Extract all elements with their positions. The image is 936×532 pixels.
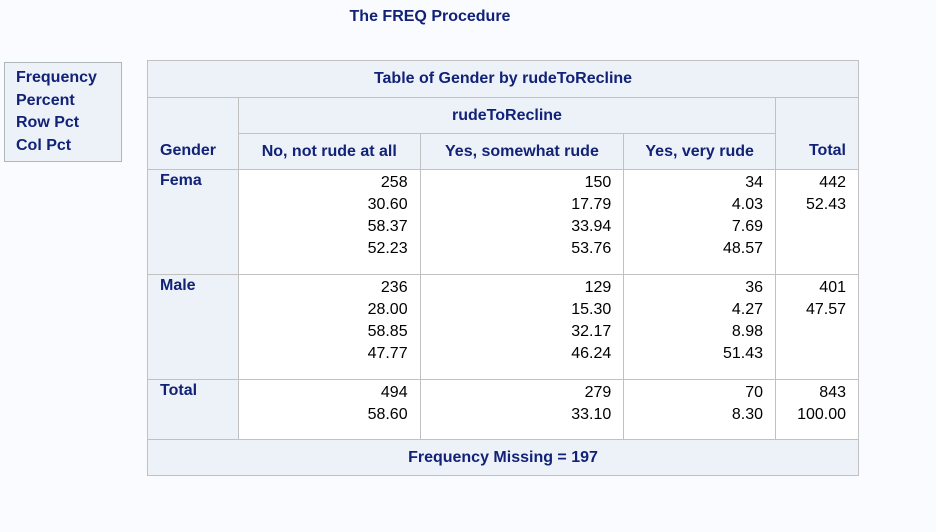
- column-total-cell: 494 58.60: [237, 379, 421, 440]
- percent-value: 58.60: [367, 406, 408, 423]
- data-cell: 129 15.30 32.17 46.24: [419, 274, 625, 380]
- data-cell: 258 30.60 58.37 52.23: [237, 169, 421, 275]
- row-pct-value: 8.98: [731, 323, 764, 340]
- column-header-no-not-rude: No, not rude at all: [237, 133, 421, 170]
- frequency-value: 401: [819, 279, 846, 296]
- col-pct-value: 53.76: [571, 240, 612, 257]
- frequency-value: 70: [745, 384, 764, 401]
- data-cell: 34 4.03 7.69 48.57: [623, 169, 777, 275]
- frequency-value: 34: [745, 174, 764, 191]
- frequency-value: 494: [380, 384, 408, 401]
- percent-value: 100.00: [797, 406, 846, 423]
- col-pct-value: 47.77: [367, 345, 408, 362]
- col-pct-value: 46.24: [571, 345, 612, 362]
- frequency-value: 236: [380, 279, 408, 296]
- row-pct-value: 7.69: [731, 218, 764, 235]
- legend-row-pct: Row Pct: [16, 114, 80, 131]
- column-header-yes-very-rude: Yes, very rude: [623, 133, 777, 170]
- percent-value: 52.43: [805, 196, 846, 213]
- percent-value: 17.79: [571, 196, 612, 213]
- column-header-total: Total: [775, 97, 859, 170]
- row-pct-value: 58.37: [367, 218, 408, 235]
- col-pct-value: 48.57: [722, 240, 764, 257]
- corner-cell: Gender: [147, 97, 239, 170]
- crosstab-table: Table of Gender by rudeToRecline Gender …: [147, 60, 859, 476]
- column-header-yes-somewhat-rude: Yes, somewhat rude: [419, 133, 625, 170]
- row-pct-value: 33.94: [571, 218, 612, 235]
- column-total-cell: 70 8.30: [623, 379, 777, 440]
- frequency-value: 129: [584, 279, 612, 296]
- cell-contents-legend: Frequency Percent Row Pct Col Pct: [4, 62, 122, 162]
- percent-value: 15.30: [571, 301, 612, 318]
- row-header-fema: Fema: [147, 169, 239, 275]
- percent-value: 8.30: [731, 406, 764, 423]
- table-row: Fema 258 30.60 58.37 52.23 150 17.79 33.…: [147, 169, 859, 275]
- table-row: Total 494 58.60 279 33.10 70 8.30 843 10…: [147, 379, 859, 440]
- row-header-total: Total: [147, 379, 239, 440]
- row-pct-value: 32.17: [571, 323, 612, 340]
- table-row: Male 236 28.00 58.85 47.77 129 15.30 32.…: [147, 274, 859, 380]
- frequency-value: 258: [380, 174, 408, 191]
- column-total-cell: 279 33.10: [419, 379, 625, 440]
- percent-value: 33.10: [571, 406, 612, 423]
- row-total-cell: 442 52.43: [775, 169, 859, 275]
- frequency-value: 442: [819, 174, 846, 191]
- row-pct-value: 58.85: [367, 323, 408, 340]
- data-cell: 150 17.79 33.94 53.76: [419, 169, 625, 275]
- frequency-value: 843: [819, 384, 846, 401]
- frequency-value: 36: [745, 279, 764, 296]
- percent-value: 4.03: [731, 196, 764, 213]
- col-pct-value: 51.43: [722, 345, 764, 362]
- percent-value: 4.27: [731, 301, 764, 318]
- data-cell: 36 4.27 8.98 51.43: [623, 274, 777, 380]
- column-variable-header: rudeToRecline: [237, 97, 777, 134]
- frequency-value: 150: [584, 174, 612, 191]
- percent-value: 30.60: [367, 196, 408, 213]
- percent-value: 28.00: [367, 301, 408, 318]
- data-cell: 236 28.00 58.85 47.77: [237, 274, 421, 380]
- legend-frequency: Frequency: [16, 69, 97, 86]
- grand-total-cell: 843 100.00: [775, 379, 859, 440]
- frequency-missing-footer: Frequency Missing = 197: [147, 439, 859, 476]
- procedure-title: The FREQ Procedure: [349, 8, 511, 25]
- table-title: Table of Gender by rudeToRecline: [147, 60, 859, 98]
- percent-value: 47.57: [805, 301, 846, 318]
- row-header-male: Male: [147, 274, 239, 380]
- legend-col-pct: Col Pct: [16, 136, 72, 154]
- frequency-value: 279: [584, 384, 612, 401]
- col-pct-value: 52.23: [367, 240, 408, 257]
- row-variable-header: Gender: [160, 142, 217, 159]
- legend-percent: Percent: [16, 91, 75, 109]
- row-total-cell: 401 47.57: [775, 274, 859, 380]
